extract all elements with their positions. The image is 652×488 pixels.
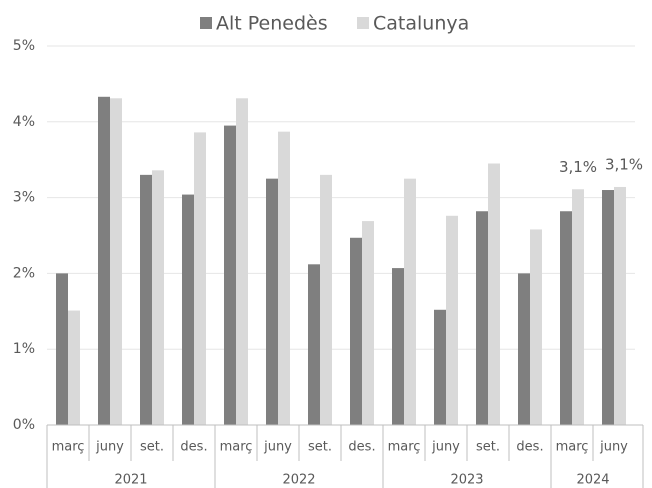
legend-label: Alt Penedès	[216, 13, 328, 35]
legend-label: Catalunya	[373, 13, 469, 35]
group-label: 2024	[576, 473, 609, 488]
x-tick-label: juny	[95, 440, 124, 455]
bar	[320, 174, 332, 425]
bar	[224, 125, 236, 425]
bar	[98, 96, 110, 425]
x-tick-label: març	[388, 440, 421, 455]
y-tick-label: 5%	[13, 38, 35, 54]
group-label: 2023	[450, 473, 483, 488]
x-tick-label: març	[556, 440, 589, 455]
bar	[182, 194, 194, 425]
y-tick-label: 1%	[13, 341, 35, 357]
bar	[488, 163, 500, 426]
bar	[308, 264, 320, 425]
bar	[278, 131, 290, 426]
bar	[392, 268, 404, 425]
bar	[236, 98, 248, 425]
bar	[266, 178, 278, 425]
bar	[404, 178, 416, 425]
x-tick-label: juny	[599, 440, 628, 455]
bar	[614, 186, 626, 425]
bar	[68, 310, 80, 425]
bar	[476, 211, 488, 425]
bar	[518, 273, 530, 425]
group-label: 2021	[114, 473, 147, 488]
bar	[434, 309, 446, 425]
y-tick-label: 3%	[13, 190, 35, 206]
y-tick-label: 0%	[13, 417, 35, 433]
bar	[362, 221, 374, 425]
group-label: 2022	[282, 473, 315, 488]
x-tick-label: des.	[348, 440, 375, 455]
bar	[446, 215, 458, 425]
y-tick-label: 2%	[13, 265, 35, 281]
data-label: 3,1%	[559, 158, 597, 176]
legend-swatch	[357, 17, 369, 29]
bar	[572, 189, 584, 425]
x-tick-label: set.	[308, 440, 332, 455]
bar	[560, 211, 572, 425]
bar	[602, 190, 614, 425]
y-tick-label: 4%	[13, 114, 35, 130]
x-tick-label: juny	[263, 440, 292, 455]
x-tick-label: des.	[516, 440, 543, 455]
bar	[350, 237, 362, 425]
bar	[530, 229, 542, 425]
x-tick-label: març	[52, 440, 85, 455]
data-label: 3,1%	[605, 155, 643, 173]
x-tick-label: des.	[180, 440, 207, 455]
x-tick-label: set.	[476, 440, 500, 455]
x-tick-label: juny	[431, 440, 460, 455]
legend-swatch	[200, 17, 212, 29]
bar	[140, 174, 152, 425]
bar	[56, 273, 68, 425]
x-tick-label: set.	[140, 440, 164, 455]
bar	[110, 98, 122, 425]
x-tick-label: març	[220, 440, 253, 455]
bar	[194, 132, 206, 426]
bar	[152, 170, 164, 425]
